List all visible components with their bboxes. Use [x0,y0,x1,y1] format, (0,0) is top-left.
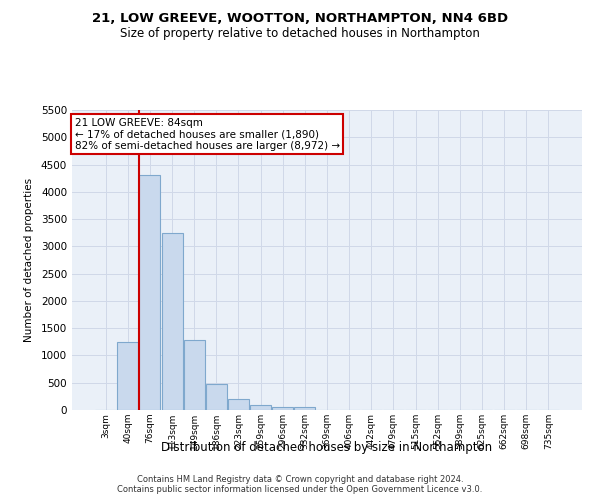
Bar [272,406,293,410]
Text: Contains public sector information licensed under the Open Government Licence v3: Contains public sector information licen… [118,486,482,494]
Text: Contains HM Land Registry data © Crown copyright and database right 2024.: Contains HM Land Registry data © Crown c… [137,476,463,484]
Text: Size of property relative to detached houses in Northampton: Size of property relative to detached ho… [120,28,480,40]
Text: 21, LOW GREEVE, WOOTTON, NORTHAMPTON, NN4 6BD: 21, LOW GREEVE, WOOTTON, NORTHAMPTON, NN… [92,12,508,26]
Bar [161,232,182,410]
Bar [118,342,139,410]
Text: 21 LOW GREEVE: 84sqm
← 17% of detached houses are smaller (1,890)
82% of semi-de: 21 LOW GREEVE: 84sqm ← 17% of detached h… [74,118,340,150]
Bar [250,404,271,410]
Text: Distribution of detached houses by size in Northampton: Distribution of detached houses by size … [161,441,493,454]
Bar [184,340,205,410]
Bar [139,176,160,410]
Bar [228,399,249,410]
Bar [206,384,227,410]
Y-axis label: Number of detached properties: Number of detached properties [24,178,34,342]
Bar [295,408,316,410]
